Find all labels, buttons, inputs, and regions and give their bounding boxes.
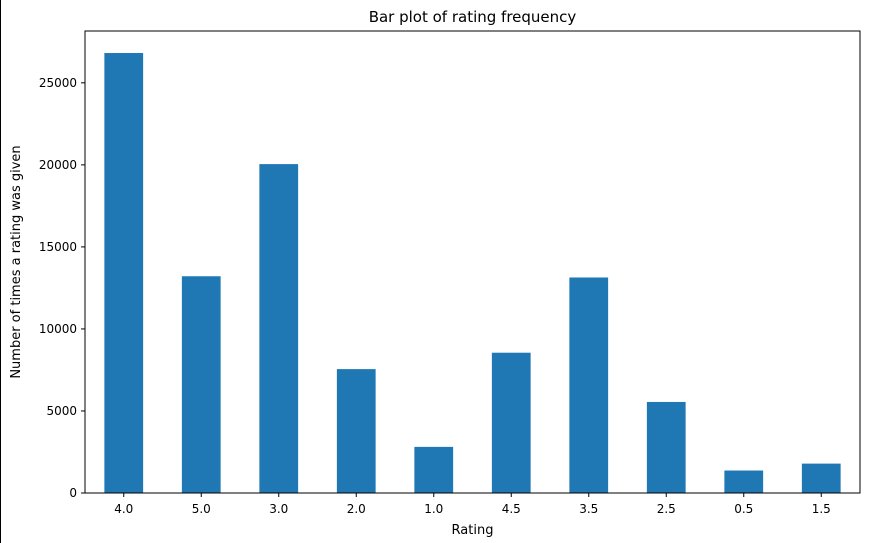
bar-4.5: [491, 352, 531, 493]
y-tick-label: 10000: [39, 322, 77, 336]
chart-title: Bar plot of rating frequency: [369, 8, 577, 26]
bar-3.5: [569, 277, 609, 493]
bar-1.5: [801, 463, 841, 493]
y-axis-ticks: 0 5000 10000 15000 20000 25000: [39, 76, 85, 500]
x-tick-label: 3.5: [579, 502, 598, 516]
x-axis-label: Rating: [452, 523, 494, 538]
x-tick-label: 4.5: [502, 502, 521, 516]
x-axis-ticks: 4.0 5.0 3.0 2.0 1.0 4.5 3.5 2.5 0.5 1.5: [114, 493, 831, 516]
bar-5.0: [181, 276, 221, 493]
x-tick-label: 2.5: [657, 502, 676, 516]
x-tick-label: 3.0: [269, 502, 288, 516]
y-axis-label: Number of times a rating was given: [9, 145, 24, 378]
bars-layer: [104, 53, 841, 494]
bar-0.5: [724, 470, 764, 493]
bar-1.0: [414, 446, 454, 493]
y-tick-label: 25000: [39, 76, 77, 90]
bar-4.0: [104, 53, 144, 494]
x-tick-label: 5.0: [192, 502, 211, 516]
window-edge-line: [0, 0, 1, 543]
bar-2.0: [336, 369, 376, 493]
y-tick-label: 0: [69, 486, 77, 500]
x-tick-label: 4.0: [114, 502, 133, 516]
x-tick-label: 1.0: [424, 502, 443, 516]
y-tick-label: 5000: [46, 404, 77, 418]
y-tick-label: 15000: [39, 240, 77, 254]
x-tick-label: 1.5: [812, 502, 831, 516]
bar-2.5: [646, 401, 686, 493]
x-tick-label: 2.0: [347, 502, 366, 516]
plot-frame: [84, 30, 861, 494]
bar-3.0: [259, 164, 299, 493]
x-tick-label: 0.5: [734, 502, 753, 516]
y-tick-label: 20000: [39, 158, 77, 172]
